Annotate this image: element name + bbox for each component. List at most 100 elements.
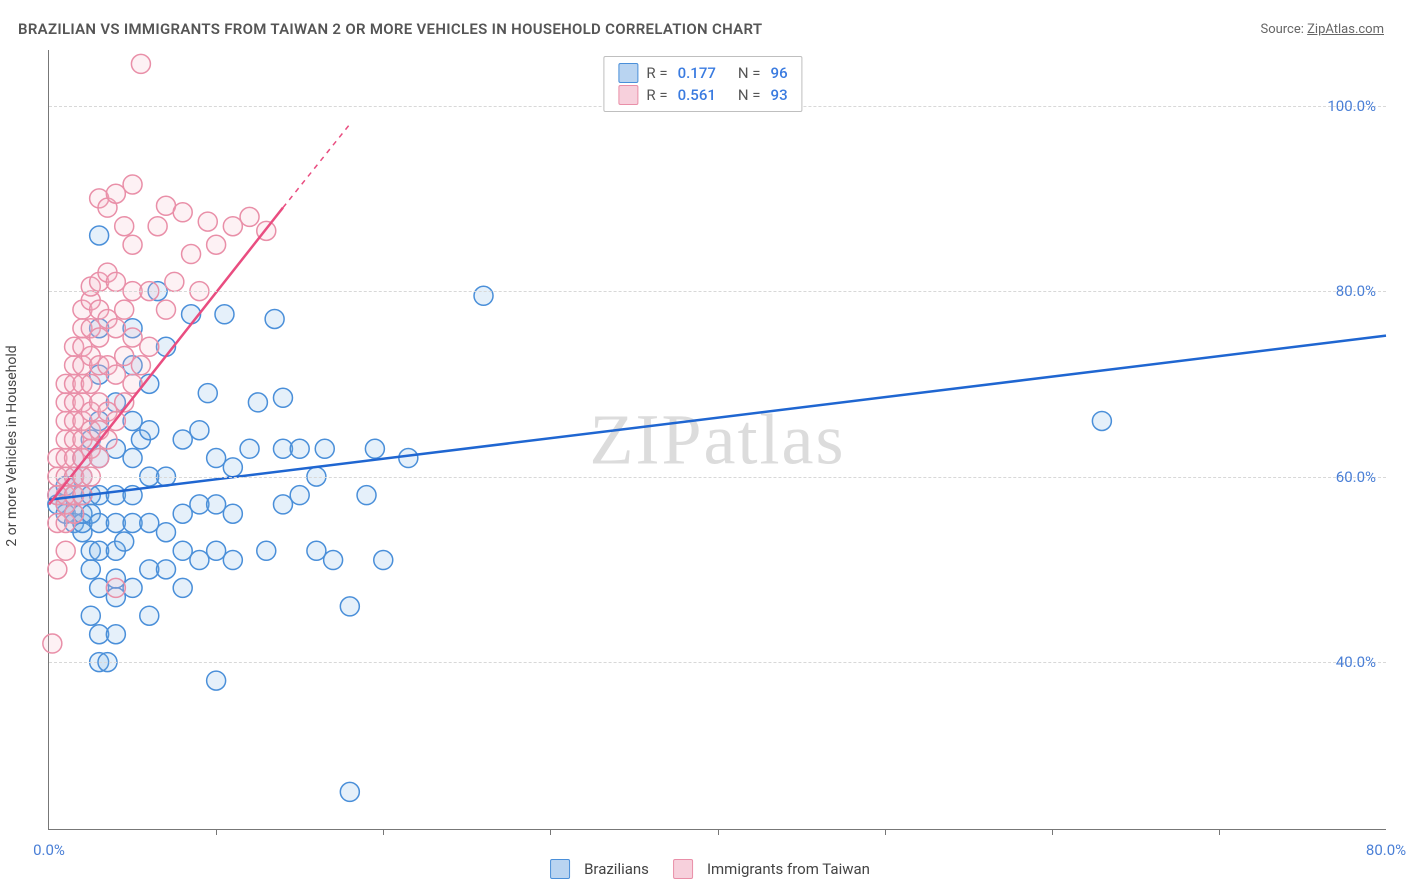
plot-area: ZIPatlas 40.0%60.0%80.0%100.0%0.0%80.0% [48,50,1386,830]
scatter-point [106,578,125,597]
scatter-point [90,226,109,245]
scatter-point [115,300,134,319]
scatter-point [1092,411,1111,430]
scatter-svg [49,50,1386,829]
scatter-point [156,560,175,579]
x-minor-tick [383,829,384,835]
x-tick-label: 80.0% [1366,841,1406,859]
scatter-point [215,305,234,324]
legend-row: R =0.177N =96 [618,63,787,83]
scatter-point [65,504,84,523]
scatter-point [123,328,142,347]
scatter-point [340,597,359,616]
y-tick-label: 100.0% [1327,97,1376,115]
scatter-point [374,551,393,570]
scatter-point [90,449,109,468]
correlation-legend: R =0.177N =96R =0.561N =93 [603,56,802,112]
scatter-point [315,439,334,458]
x-minor-tick [885,829,886,835]
x-tick-label: 0.0% [33,841,65,859]
scatter-point [223,551,242,570]
legend-r-label: R = [646,64,667,82]
scatter-point [106,625,125,644]
scatter-point [207,449,226,468]
scatter-point [207,235,226,254]
scatter-point [207,671,226,690]
scatter-point [290,486,309,505]
legend-swatch [673,859,693,879]
scatter-point [106,272,125,291]
scatter-point [173,541,192,560]
scatter-point [115,347,134,366]
series-legend: Brazilians Immigrants from Taiwan [536,859,870,879]
legend-n-label: N = [738,64,761,82]
legend-row: R =0.561N =93 [618,85,787,105]
scatter-point [43,634,62,653]
y-tick-label: 80.0% [1336,282,1376,300]
scatter-point [240,207,259,226]
y-tick-label: 40.0% [1336,653,1376,671]
scatter-point [90,328,109,347]
x-minor-tick [216,829,217,835]
scatter-point [307,541,326,560]
scatter-point [140,513,159,532]
chart-container: BRAZILIAN VS IMMIGRANTS FROM TAIWAN 2 OR… [0,0,1406,892]
scatter-point [156,300,175,319]
scatter-point [223,458,242,477]
scatter-point [265,309,284,328]
scatter-point [56,541,75,560]
legend-n-value: 96 [771,64,788,82]
scatter-point [365,439,384,458]
legend-swatch [618,63,638,83]
gridline-h [49,662,1386,663]
x-minor-tick [550,829,551,835]
scatter-point [474,286,493,305]
scatter-point [131,356,150,375]
legend-swatch [550,859,570,879]
scatter-point [81,374,100,393]
chart-title: BRAZILIAN VS IMMIGRANTS FROM TAIWAN 2 OR… [18,20,762,38]
scatter-point [198,212,217,231]
scatter-point [123,449,142,468]
scatter-point [273,388,292,407]
scatter-point [340,782,359,801]
scatter-point [115,217,134,236]
gridline-h [49,291,1386,292]
scatter-point [140,337,159,356]
scatter-point [131,54,150,73]
source-attribution: Source: ZipAtlas.com [1260,22,1384,37]
scatter-point [48,560,67,579]
scatter-point [123,175,142,194]
scatter-point [257,541,276,560]
trend-line-brazilians [49,336,1386,500]
legend-n-label: N = [738,86,761,104]
legend-swatch [618,85,638,105]
legend-series-label: Immigrants from Taiwan [707,860,870,878]
scatter-point [248,393,267,412]
legend-r-value: 0.561 [678,86,716,104]
scatter-point [273,495,292,514]
scatter-point [106,365,125,384]
scatter-point [156,523,175,542]
scatter-point [106,184,125,203]
y-tick-label: 60.0% [1336,468,1376,486]
source-link[interactable]: ZipAtlas.com [1307,22,1384,37]
scatter-point [223,504,242,523]
legend-series-label: Brazilians [584,860,649,878]
scatter-point [357,486,376,505]
x-minor-tick [1219,829,1220,835]
scatter-point [207,541,226,560]
scatter-point [123,235,142,254]
scatter-point [165,272,184,291]
scatter-point [173,430,192,449]
source-prefix: Source: [1260,22,1307,37]
scatter-point [173,203,192,222]
scatter-point [182,245,201,264]
legend-n-value: 93 [771,86,788,104]
scatter-point [198,384,217,403]
scatter-point [399,449,418,468]
scatter-point [324,551,343,570]
scatter-point [173,504,192,523]
scatter-point [140,421,159,440]
scatter-point [148,217,167,236]
